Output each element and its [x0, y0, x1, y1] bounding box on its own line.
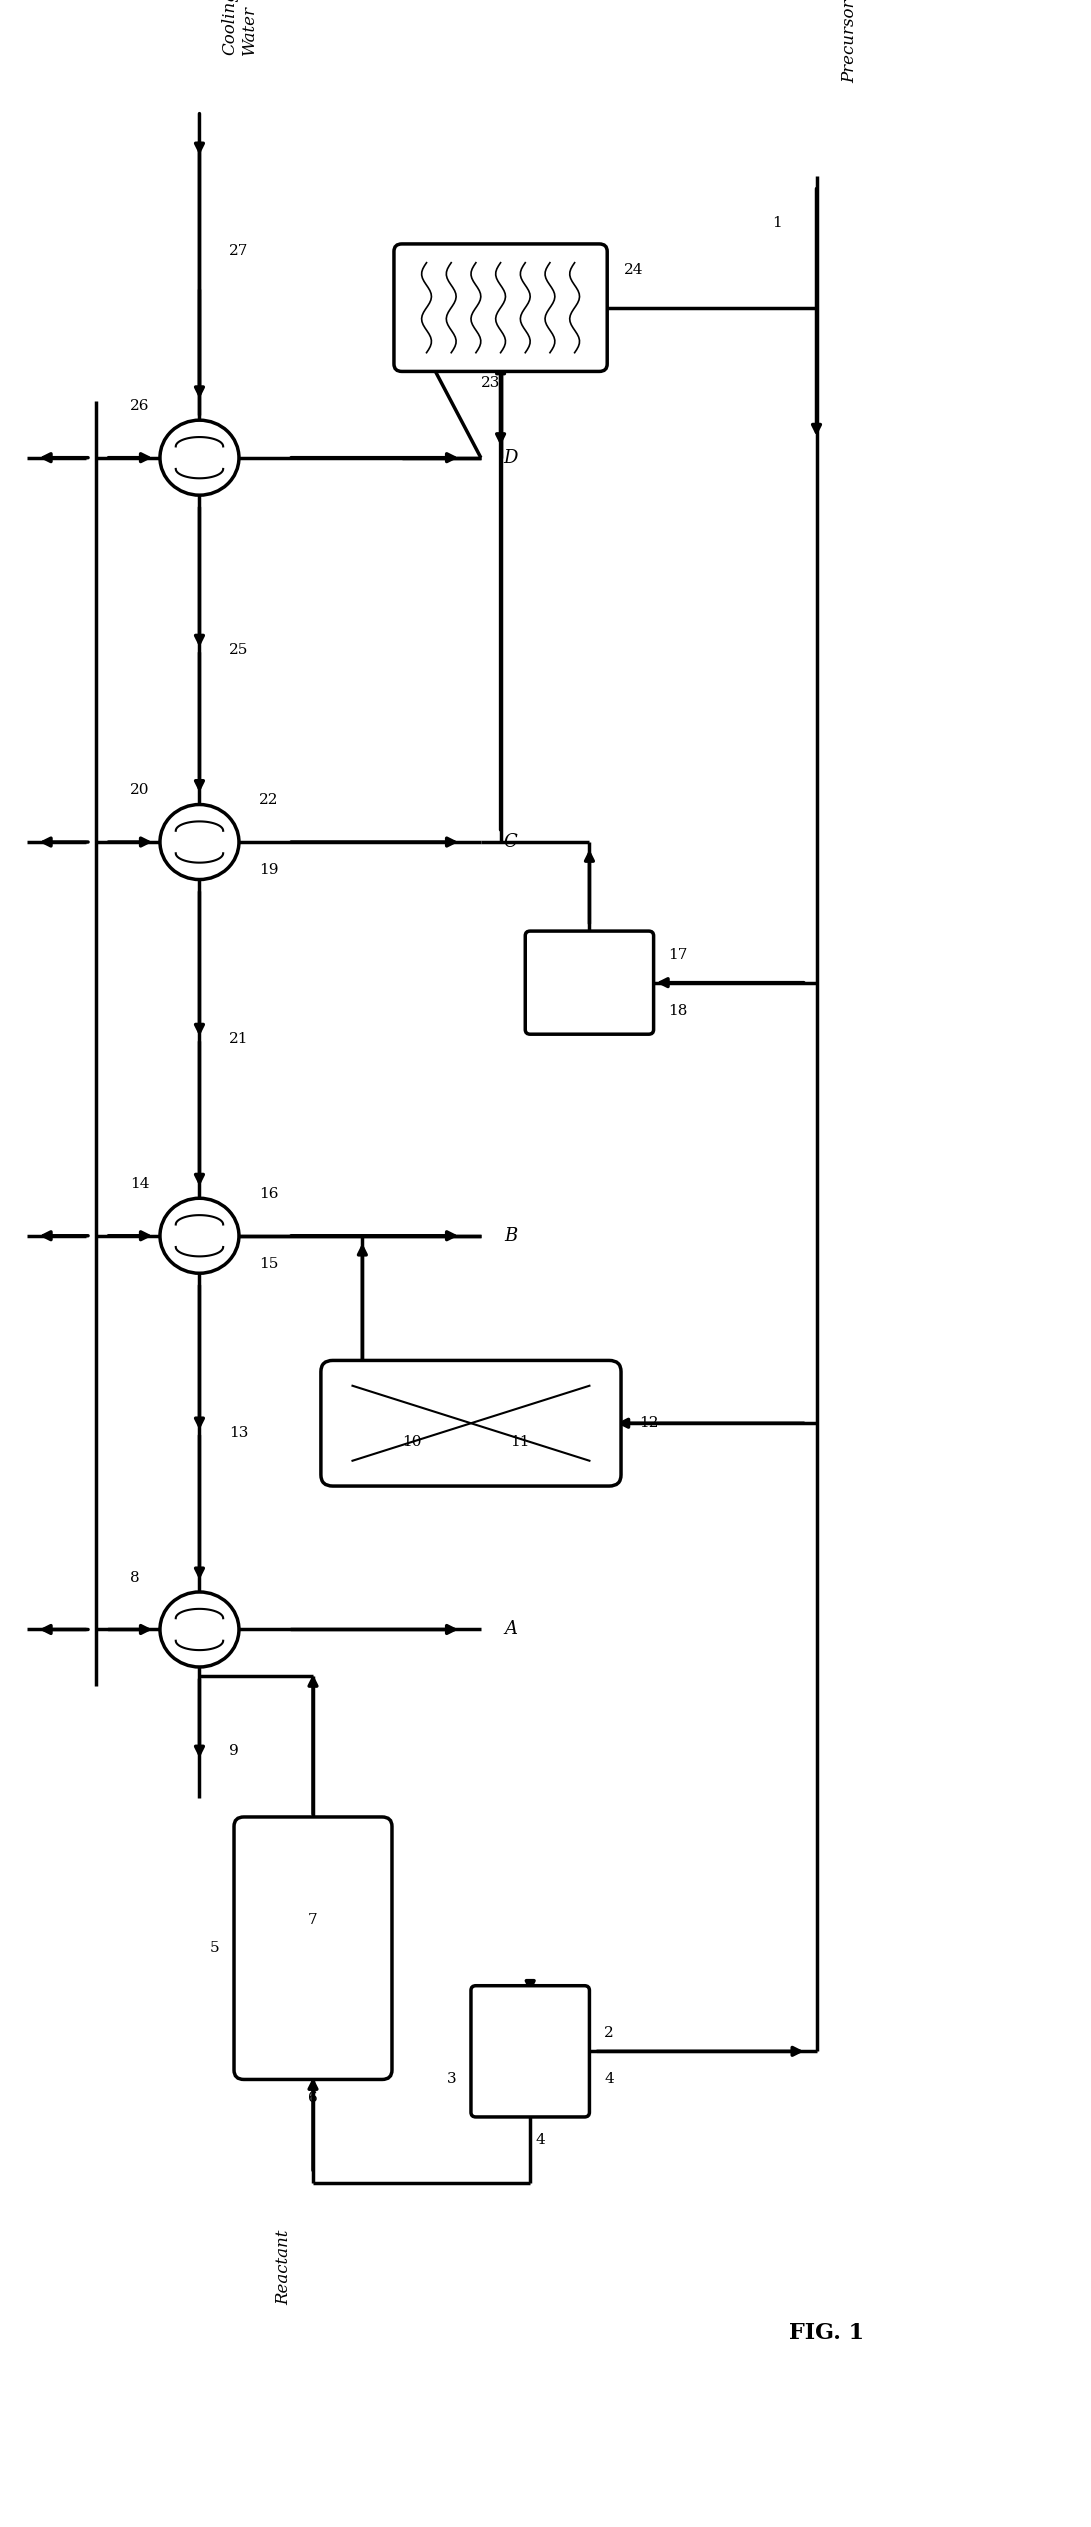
Circle shape — [160, 804, 239, 879]
Text: 24: 24 — [624, 263, 644, 278]
Text: Reactant: Reactant — [275, 2229, 292, 2305]
Text: 21: 21 — [229, 1031, 249, 1046]
FancyBboxPatch shape — [394, 245, 608, 371]
Text: 16: 16 — [259, 1188, 278, 1200]
Text: Precursor: Precursor — [841, 0, 859, 83]
Text: 13: 13 — [229, 1425, 249, 1440]
Text: 1: 1 — [772, 217, 782, 230]
Text: 7: 7 — [308, 1913, 317, 1928]
Text: 18: 18 — [669, 1003, 687, 1018]
Text: FIG. 1: FIG. 1 — [789, 2322, 864, 2343]
Text: 20: 20 — [130, 783, 149, 799]
FancyBboxPatch shape — [321, 1360, 621, 1486]
Text: 12: 12 — [639, 1415, 658, 1430]
Text: 3: 3 — [446, 2072, 456, 2087]
Text: 4: 4 — [604, 2072, 614, 2087]
Text: 14: 14 — [130, 1178, 149, 1190]
Text: 5: 5 — [209, 1941, 219, 1956]
Text: 8: 8 — [130, 1572, 140, 1584]
Text: 27: 27 — [229, 245, 249, 258]
Text: 22: 22 — [259, 793, 278, 806]
Text: 26: 26 — [130, 399, 149, 412]
Text: 6: 6 — [308, 2092, 317, 2105]
FancyBboxPatch shape — [233, 1817, 392, 2080]
Circle shape — [160, 1592, 239, 1668]
Text: D: D — [503, 450, 517, 467]
Text: 10: 10 — [401, 1435, 421, 1448]
Text: 19: 19 — [259, 864, 278, 877]
Text: A: A — [504, 1620, 517, 1637]
Text: 23: 23 — [481, 377, 500, 389]
Circle shape — [160, 419, 239, 495]
Text: 4: 4 — [536, 2133, 544, 2148]
Text: 15: 15 — [259, 1256, 278, 1271]
Text: B: B — [504, 1226, 517, 1246]
Text: 25: 25 — [229, 642, 249, 657]
Text: C: C — [504, 834, 517, 852]
Text: Cooling
Water: Cooling Water — [221, 0, 257, 56]
Text: 17: 17 — [669, 948, 687, 960]
Circle shape — [160, 1198, 239, 1274]
Text: 2: 2 — [604, 2027, 614, 2039]
Text: 11: 11 — [511, 1435, 530, 1448]
Text: 9: 9 — [229, 1744, 239, 1759]
FancyBboxPatch shape — [471, 1986, 589, 2118]
FancyBboxPatch shape — [525, 930, 654, 1034]
